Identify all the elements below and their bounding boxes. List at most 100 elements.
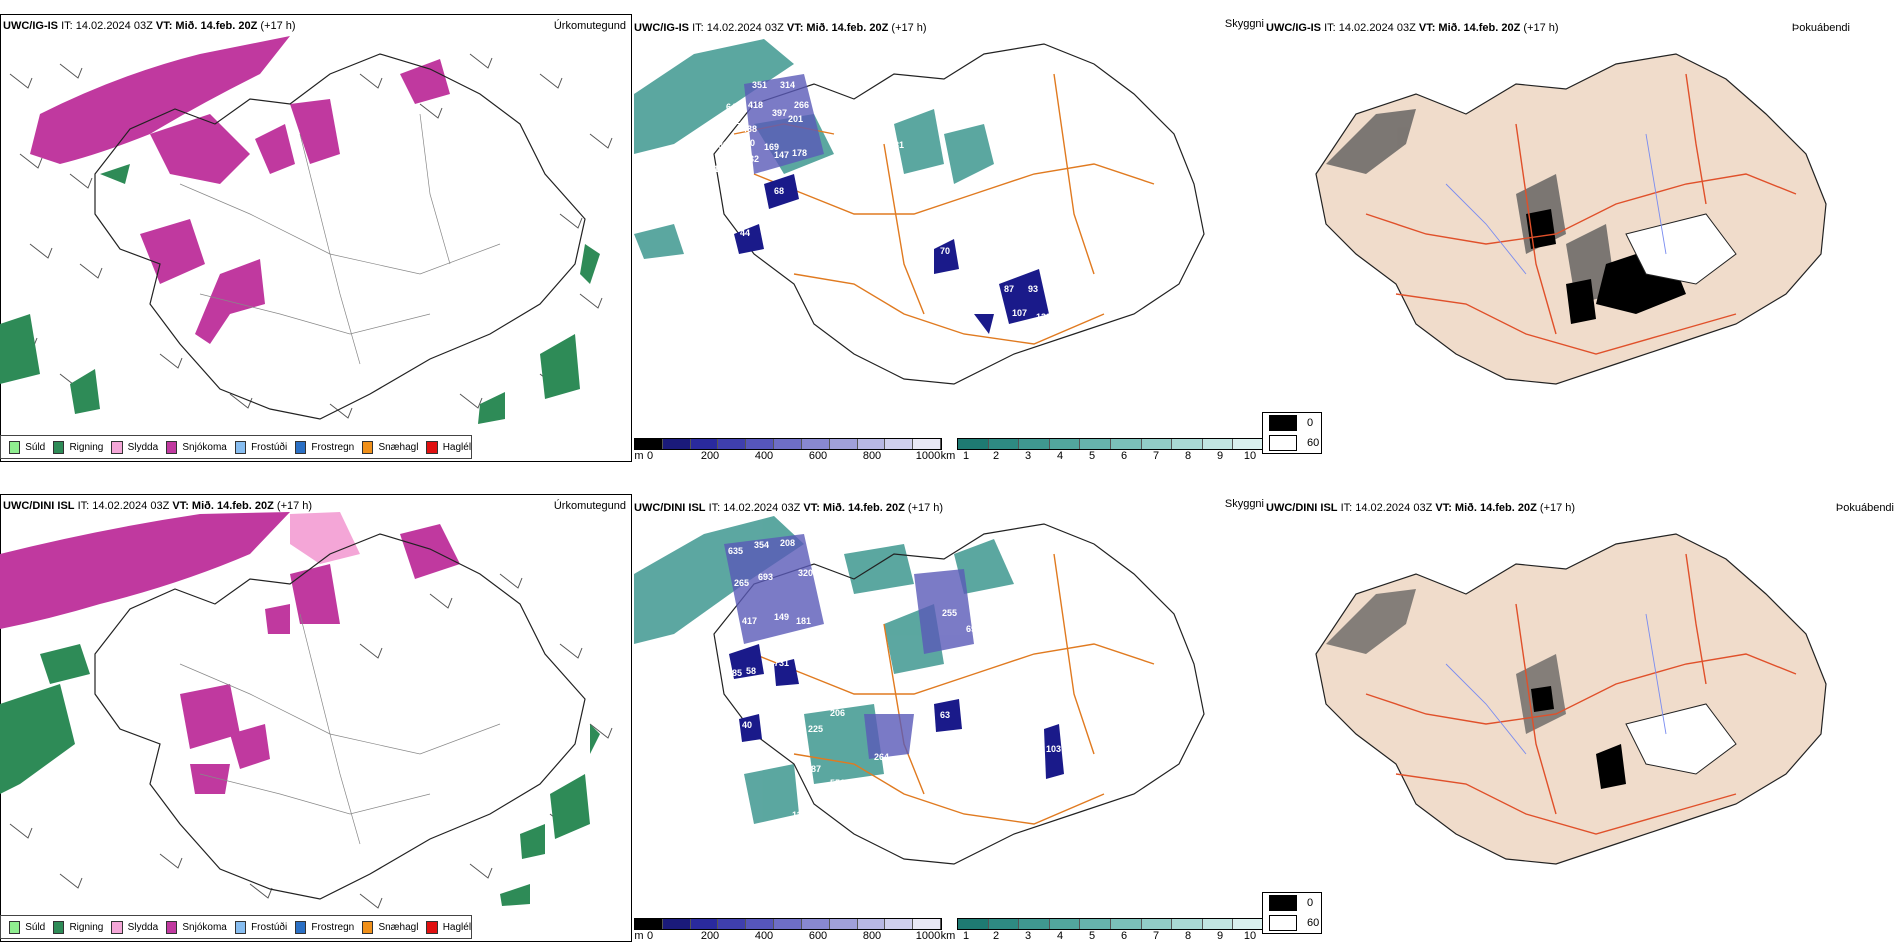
- visibility-unit: km: [940, 450, 956, 462]
- height-label: 397: [772, 108, 787, 118]
- height-label: 149: [774, 612, 789, 622]
- height-label: 354: [754, 540, 769, 550]
- height-label: 68: [774, 186, 784, 196]
- height-label: 556: [830, 778, 845, 788]
- height-label: 206: [830, 708, 845, 718]
- valid-label: VT:: [786, 22, 804, 34]
- visibility-colorbar-row1: [957, 438, 1265, 450]
- valid-time: Mið. 14.feb. 20Z: [806, 22, 889, 34]
- legend-label: Snjókoma: [182, 921, 227, 933]
- init-time: IT: 14.02.2024 03Z: [1324, 22, 1416, 34]
- fog-legend-row1: 0 60: [1262, 412, 1322, 454]
- visibility-tick: 8: [1184, 450, 1192, 462]
- height-label: 103: [1046, 744, 1061, 754]
- fog-legend-swatch: [1269, 895, 1297, 911]
- height-ticks-row2: m 0 200 400 600 800 1000: [634, 930, 954, 944]
- visibility-tick: 6: [1120, 930, 1128, 942]
- height-unit: m: [634, 450, 644, 462]
- legend-swatch: [166, 440, 178, 454]
- fog-map-row1: [1315, 53, 1827, 385]
- fog-title-row1: Þokuábendi: [1791, 22, 1850, 34]
- legend-swatch: [362, 440, 374, 454]
- height-label: 205: [862, 272, 877, 282]
- fog-panel-row2: UWC/DINI ISL IT: 14.02.2024 03Z VT: Mið.…: [1262, 494, 1900, 942]
- height-label: 418: [748, 100, 763, 110]
- legend-label: Frostúði: [251, 441, 288, 453]
- lead-time: (+17 h): [1523, 22, 1559, 34]
- init-time: IT: 14.02.2024 03Z: [692, 22, 784, 34]
- visibility-colorbar-row2: [957, 918, 1265, 930]
- height-label: 225: [808, 724, 823, 734]
- precip-panel-row1: UWC/IG-IS IT: 14.02.2024 03Z VT: Mið. 14…: [0, 14, 632, 462]
- legend-swatch: [426, 440, 438, 454]
- fog-legend-label: 60: [1307, 917, 1320, 929]
- height-label: 160: [772, 242, 787, 252]
- visibility-panel-row2: 635 354 208 265 693 320 417 149 181 731 …: [634, 494, 1265, 944]
- height-label: 438: [742, 124, 757, 134]
- legend-label: Rigning: [69, 441, 104, 453]
- height-label: 128: [772, 824, 787, 834]
- legend-swatch: [53, 920, 65, 934]
- legend-swatch: [426, 920, 438, 934]
- height-label: 85: [732, 668, 742, 678]
- legend-label: Snjókoma: [182, 441, 227, 453]
- legend-label: Frostregn: [311, 921, 355, 933]
- valid-label: VT:: [1418, 22, 1436, 34]
- fog-legend-swatch: [1269, 915, 1297, 931]
- model-name: UWC/DINI ISL: [3, 500, 75, 512]
- height-label: 265: [734, 578, 749, 588]
- visibility-tick: 10: [1243, 450, 1257, 462]
- visibility-title-row1: Skyggni: [1224, 18, 1264, 30]
- legend-label: Slydda: [127, 921, 159, 933]
- fog-header-row2: UWC/DINI ISL IT: 14.02.2024 03Z VT: Mið.…: [1266, 502, 1575, 514]
- legend-label: Súld: [25, 441, 46, 453]
- lead-time: (+17 h): [891, 22, 927, 34]
- height-tick: 600: [808, 930, 828, 942]
- height-label: 194: [796, 334, 811, 344]
- height-label: 337: [718, 140, 733, 150]
- height-label: 635: [728, 546, 743, 556]
- precip-legend-row1: Súld Rigning Slydda Snjókoma Frostúði Fr…: [0, 435, 472, 459]
- height-label: 44: [740, 228, 750, 238]
- fog-legend-swatch: [1269, 435, 1297, 451]
- height-unit: m: [634, 930, 644, 942]
- precip-title-row1: Úrkomutegund: [553, 20, 626, 32]
- legend-swatch: [166, 920, 178, 934]
- height-label: 351: [752, 80, 767, 90]
- fog-map-row2: [1315, 533, 1827, 865]
- height-label: 481: [889, 140, 904, 150]
- height-tick: 1000: [915, 450, 941, 462]
- height-tick: 200: [700, 930, 720, 942]
- fog-legend-label: 60: [1307, 437, 1320, 449]
- legend-swatch: [295, 920, 307, 934]
- precip-header-row2: UWC/DINI ISL IT: 14.02.2024 03Z VT: Mið.…: [3, 500, 312, 512]
- visibility-tick: 1: [962, 930, 970, 942]
- visibility-tick: 7: [1152, 450, 1160, 462]
- height-label: 40: [742, 720, 752, 730]
- lead-time: (+17 h): [907, 502, 944, 514]
- legend-label: Frostregn: [311, 441, 355, 453]
- height-label: 181: [796, 616, 811, 626]
- visibility-map-row1: 351 314 646 418 412 438 397 266 201 300 …: [634, 39, 1205, 385]
- valid-time: Mið. 14.feb. 20Z: [822, 502, 905, 514]
- model-name: UWC/IG-IS: [1266, 22, 1321, 34]
- legend-swatch: [9, 920, 21, 934]
- legend-swatch: [111, 440, 123, 454]
- height-colorbar-row2: [634, 918, 942, 930]
- height-label: 63: [940, 710, 950, 720]
- legend-swatch: [9, 440, 21, 454]
- height-label: 169: [764, 142, 779, 152]
- legend-swatch: [111, 920, 123, 934]
- height-tick: 800: [862, 930, 882, 942]
- visibility-header-row1: UWC/IG-IS IT: 14.02.2024 03Z VT: Mið. 14…: [634, 22, 927, 34]
- visibility-tick: 5: [1088, 450, 1096, 462]
- visibility-map-row2: 635 354 208 265 693 320 417 149 181 731 …: [634, 516, 1205, 865]
- height-tick: 1000: [915, 930, 941, 942]
- visibility-ticks-row1: km 1 2 3 4 5 6 7 8 9 10: [940, 450, 1260, 464]
- height-label: 412: [726, 116, 741, 126]
- valid-time: Mið. 14.feb. 20Z: [191, 500, 274, 512]
- height-tick: 0: [646, 450, 654, 462]
- height-tick: 400: [754, 450, 774, 462]
- precip-map-row1: [0, 14, 632, 462]
- valid-label: VT:: [803, 502, 820, 514]
